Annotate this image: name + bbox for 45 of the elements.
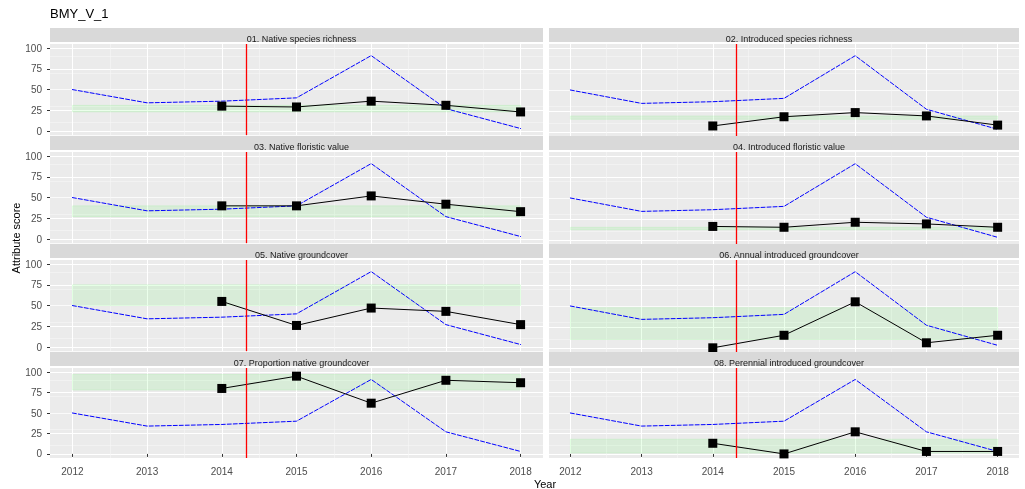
x-tick-label: 2014	[210, 465, 234, 477]
y-tick-label: 75	[30, 279, 43, 291]
y-tick-label: 50	[30, 300, 43, 312]
chart-title: 06. Annual introduced groundcover	[719, 249, 859, 260]
x-tick-label: 2018	[509, 465, 533, 477]
x-tick-label: 2013	[630, 465, 654, 477]
x-tick-label: 2016	[844, 465, 867, 477]
x-tick-label: 2015	[285, 465, 309, 477]
chart-title: 01. Native species richness	[246, 33, 357, 44]
y-tick-label: 0	[36, 125, 43, 137]
x-tick-label: 2017	[434, 465, 458, 477]
y-tick-label: 75	[30, 387, 43, 399]
y-tick-label: 25	[30, 104, 43, 116]
x-tick-label: 2016	[360, 465, 383, 477]
chart-title: 05. Native groundcover	[254, 249, 349, 260]
chart-title: 08. Perennial introduced groundcover	[713, 357, 865, 368]
y-tick-label: 0	[36, 341, 43, 353]
x-tick-label: 2013	[135, 465, 159, 477]
y-tick-label: 100	[25, 150, 43, 162]
chart-title: 04. Introduced floristic value	[732, 141, 846, 152]
x-tick-label: 2012	[61, 465, 84, 477]
x-tick-label: 2012	[559, 465, 582, 477]
y-tick-label: 0	[36, 448, 43, 460]
x-tick-label: 2014	[701, 465, 725, 477]
y-tick-label: 25	[30, 320, 43, 332]
text: BMY_V_1	[50, 6, 109, 21]
y-tick-label: 50	[30, 84, 43, 96]
y-tick-label: 25	[30, 427, 43, 439]
y-tick-label: 100	[25, 366, 43, 378]
y-tick-label: 75	[30, 171, 43, 183]
y-tick-label: 100	[25, 258, 43, 270]
y-tick-label: 75	[30, 63, 43, 75]
x-tick-label: 2015	[772, 465, 796, 477]
y-tick-label: 25	[30, 212, 43, 224]
y-tick-label: 0	[36, 233, 43, 245]
y-tick-label: 50	[30, 192, 43, 204]
x-tick-label: 2018	[986, 465, 1010, 477]
chart-title: 07. Proportion native groundcover	[233, 357, 370, 368]
x-axis-title: Year	[533, 478, 557, 489]
y-tick-label: 100	[25, 42, 43, 54]
x-tick-label: 2017	[915, 465, 938, 477]
chart-title: 02. Introduced species richness	[725, 33, 853, 44]
chart-title: 03. Native floristic value	[253, 141, 350, 152]
y-axis-title: Attribute score	[10, 202, 22, 274]
y-tick-label: 50	[30, 407, 43, 419]
